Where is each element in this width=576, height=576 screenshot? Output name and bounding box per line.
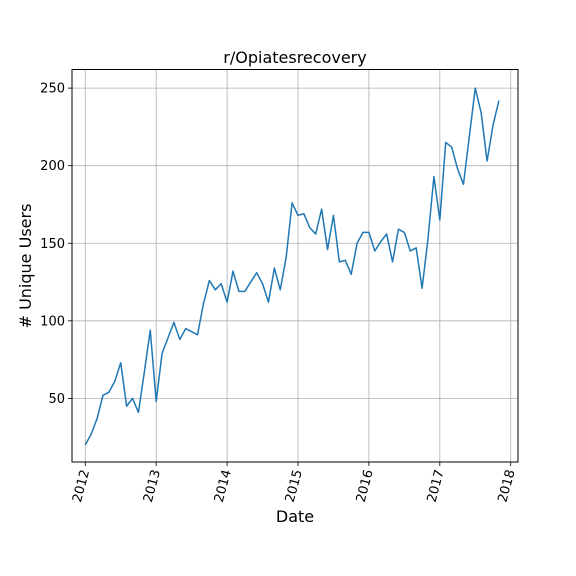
x-tick-label: 2012 [70,468,93,504]
y-tick-label: 250 [40,82,65,97]
x-tick-label: 2014 [212,468,235,504]
x-axis-label: Date [276,507,314,526]
x-tick-label: 2015 [283,468,306,504]
x-axis: 2012 2013 2014 2015 2016 2017 2018 [70,462,519,504]
x-tick-label: 2018 [496,468,519,504]
y-tick-label: 200 [40,159,65,174]
series-line [84,87,500,446]
plot-frame [71,69,519,463]
grid-lines [72,69,518,462]
y-axis: 50 100 150 200 250 [40,82,72,407]
y-tick-label: 50 [48,392,65,407]
y-tick-label: 100 [40,314,65,329]
chart-title: r/Opiatesrecovery [223,48,366,67]
x-tick-label: 2013 [141,468,164,504]
x-tick-label: 2017 [425,468,448,504]
y-axis-label: # Unique Users [16,204,35,329]
y-tick-label: 150 [40,237,65,252]
x-tick-label: 2016 [354,468,377,504]
